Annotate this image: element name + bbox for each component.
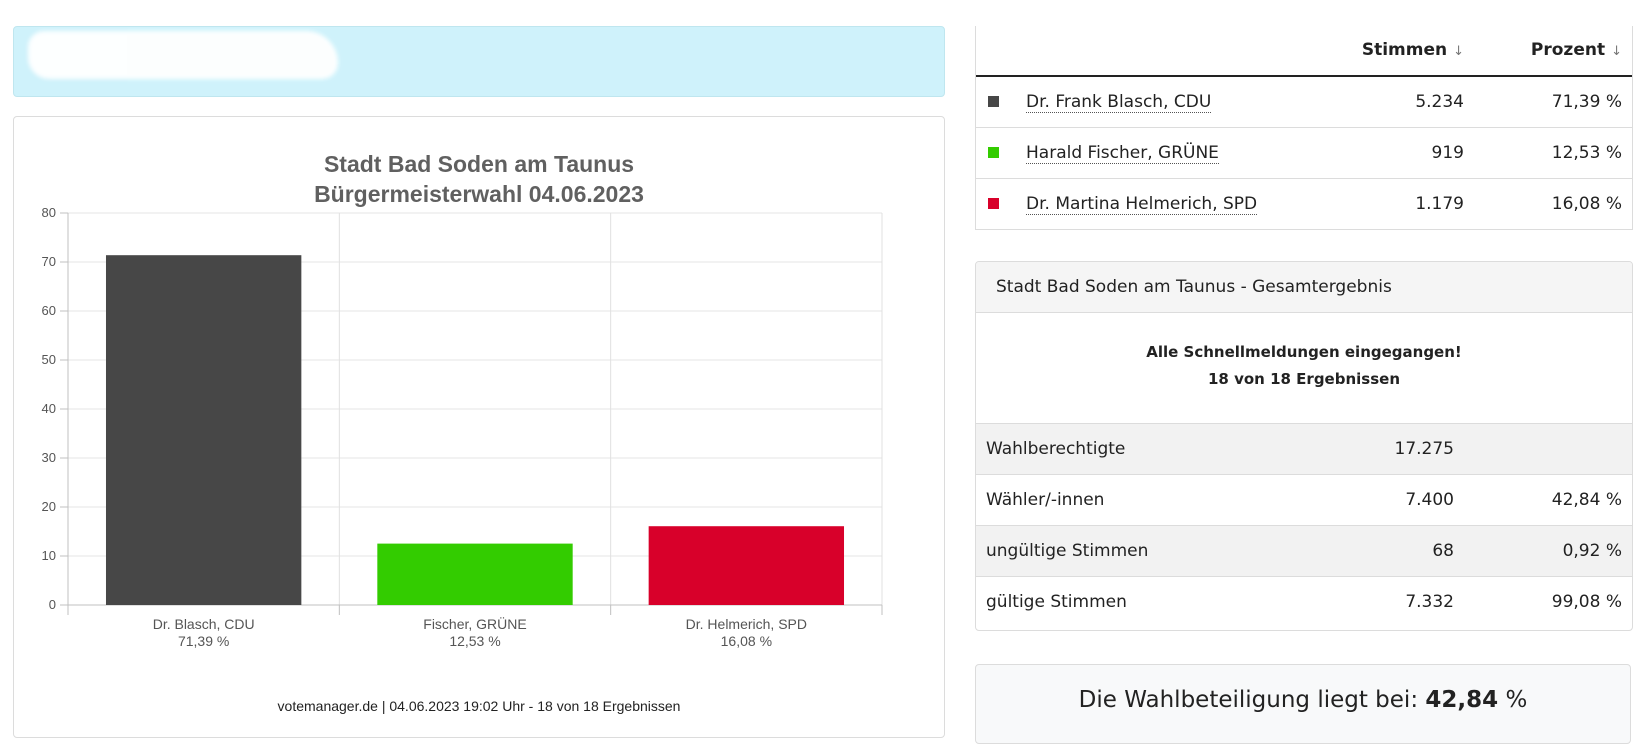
- y-tick-label: 60: [42, 303, 56, 318]
- stat-percent: 42,84 %: [1551, 490, 1622, 510]
- y-tick-label: 10: [42, 548, 56, 563]
- stat-label: Wähler/-innen: [986, 490, 1105, 510]
- stat-label: gültige Stimmen: [986, 592, 1127, 612]
- candidate-row: Harald Fischer, GRÜNE 919 12,53 %: [976, 128, 1632, 179]
- bar-value-label: 16,08 %: [721, 633, 772, 649]
- info-banner: [13, 26, 945, 97]
- chart-title-line1: Stadt Bad Soden am Taunus: [323, 151, 635, 177]
- arrow-down-icon: ↓: [1453, 44, 1464, 59]
- color-swatch: [988, 198, 999, 209]
- candidate-percent: 71,39 %: [1551, 92, 1622, 112]
- bar-value-label: 12,53 %: [449, 633, 500, 649]
- candidate-row: Dr. Martina Helmerich, SPD 1.179 16,08 %: [976, 179, 1632, 229]
- candidate-percent: 16,08 %: [1551, 194, 1622, 214]
- y-tick-label: 70: [42, 254, 56, 269]
- candidate-link[interactable]: Harald Fischer, GRÜNE: [1026, 143, 1219, 164]
- arrow-down-icon: ↓: [1611, 44, 1622, 59]
- y-tick-label: 80: [42, 205, 56, 220]
- turnout-label: Die Wahlbeteiligung liegt bei:: [1078, 687, 1419, 713]
- candidate-percent: 12,53 %: [1551, 143, 1622, 163]
- x-tick-label: Dr. Helmerich, SPD: [686, 616, 807, 632]
- candidate-link[interactable]: Dr. Martina Helmerich, SPD: [1026, 194, 1258, 215]
- bar: [377, 543, 573, 605]
- y-tick-label: 50: [42, 352, 56, 367]
- candidate-votes: 5.234: [1415, 92, 1464, 112]
- chart-card: Stadt Bad Soden am Taunus Bürgermeisterw…: [13, 116, 945, 738]
- stat-label: ungültige Stimmen: [986, 541, 1149, 561]
- chart-title-line2: Bürgermeisterwahl 04.06.2023: [314, 181, 644, 207]
- y-tick-label: 0: [49, 597, 56, 612]
- turnout-box: Die Wahlbeteiligung liegt bei: 42,84 %: [975, 664, 1631, 744]
- candidate-table: Stimmen ↓ Prozent ↓ Dr. Frank Blasch, CDU …: [975, 26, 1633, 230]
- report-status: Alle Schnellmeldungen eingegangen! 18 vo…: [976, 313, 1632, 423]
- x-tick-label: Fischer, GRÜNE: [423, 615, 526, 632]
- stat-value: 17.275: [1394, 439, 1454, 459]
- sort-votes-header[interactable]: Stimmen ↓: [1361, 40, 1464, 60]
- bar: [105, 255, 302, 605]
- stat-value: 7.332: [1405, 592, 1454, 612]
- stat-percent: 0,92 %: [1562, 541, 1622, 561]
- color-swatch: [988, 147, 999, 158]
- y-tick-label: 30: [42, 450, 56, 465]
- status-line2: 18 von 18 Ergebnissen: [1208, 370, 1400, 388]
- candidate-votes: 919: [1431, 143, 1464, 163]
- candidate-row: Dr. Frank Blasch, CDU 5.234 71,39 %: [976, 77, 1632, 128]
- candidate-link[interactable]: Dr. Frank Blasch, CDU: [1026, 92, 1212, 113]
- stat-row: Wahlberechtigte 17.275: [976, 423, 1632, 474]
- candidate-votes: 1.179: [1415, 194, 1464, 214]
- status-line1: Alle Schnellmeldungen eingegangen!: [1146, 343, 1462, 361]
- x-tick-label: Dr. Blasch, CDU: [153, 616, 255, 632]
- chart-footer: votemanager.de | 04.06.2023 19:02 Uhr - …: [277, 698, 681, 714]
- sort-percent-header[interactable]: Prozent ↓: [1530, 40, 1622, 60]
- chart-title: Stadt Bad Soden am Taunus Bürgermeisterw…: [14, 149, 944, 209]
- redacted-area: [28, 31, 338, 79]
- stat-label: Wahlberechtigte: [986, 439, 1126, 459]
- stat-value: 68: [1432, 541, 1454, 561]
- bar: [648, 526, 845, 605]
- stat-row: gültige Stimmen 7.332 99,08 %: [976, 576, 1632, 627]
- stat-row: Wähler/-innen 7.400 42,84 %: [976, 474, 1632, 525]
- total-result-header: Stadt Bad Soden am Taunus - Gesamtergebn…: [976, 262, 1632, 313]
- color-swatch: [988, 96, 999, 107]
- turnout-unit: %: [1505, 687, 1528, 713]
- stat-percent: 99,08 %: [1551, 592, 1622, 612]
- candidate-table-header: Stimmen ↓ Prozent ↓: [976, 26, 1632, 77]
- total-result-card: Stadt Bad Soden am Taunus - Gesamtergebn…: [975, 261, 1633, 631]
- stat-row: ungültige Stimmen 68 0,92 %: [976, 525, 1632, 576]
- y-tick-label: 40: [42, 401, 56, 416]
- stat-value: 7.400: [1405, 490, 1454, 510]
- bar-value-label: 71,39 %: [178, 633, 229, 649]
- y-tick-label: 20: [42, 499, 56, 514]
- turnout-value: 42,84: [1425, 687, 1499, 713]
